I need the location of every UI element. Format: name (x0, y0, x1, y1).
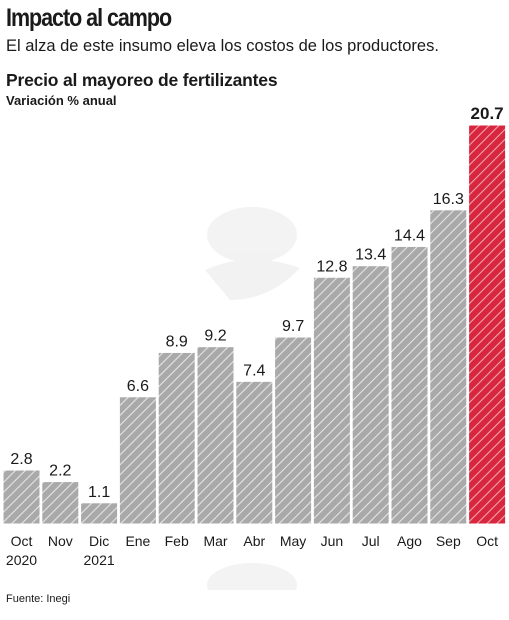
bar-12 (468, 124, 507, 525)
x-tick-label-0: Oct (11, 533, 33, 549)
value-label-4: 8.9 (166, 333, 188, 350)
x-year-label-0: 2020 (6, 552, 37, 568)
page-subtitle: El alza de este insumo eleva los costos … (6, 37, 439, 55)
x-tick-label-2: Dic (89, 533, 109, 549)
value-label-11: 16.3 (433, 191, 464, 208)
x-tick-label-9: Jul (362, 533, 380, 549)
value-label-9: 13.4 (355, 247, 386, 264)
bar-4 (157, 351, 196, 525)
value-label-3: 6.6 (127, 378, 149, 395)
value-label-6: 7.4 (243, 362, 265, 379)
x-tick-label-7: May (280, 533, 306, 549)
chart-title: Precio al mayoreo de fertilizantes (6, 70, 278, 90)
bar-6 (235, 380, 274, 525)
value-label-2: 1.1 (88, 484, 110, 501)
x-tick-label-10: Ago (397, 533, 422, 549)
bar-0 (2, 469, 41, 525)
bar-1 (41, 481, 80, 525)
bar-chart: 2.8 2.2 1.1 6.6 8.9 9.2 7.4 9.7 12.8 13.4 14.4 16.3… (2, 104, 507, 590)
bar-3 (118, 396, 157, 525)
value-label-12: 20.7 (471, 104, 504, 123)
value-label-0: 2.8 (10, 451, 32, 468)
value-label-10: 14.4 (394, 227, 425, 244)
x-tick-label-12: Oct (476, 533, 498, 549)
x-tick-label-8: Jun (321, 533, 344, 549)
bar-5 (196, 346, 235, 525)
bar-11 (429, 209, 468, 525)
source-note: Fuente: Inegi (6, 593, 71, 605)
bar-2 (80, 502, 119, 525)
value-label-1: 2.2 (49, 463, 71, 480)
value-label-7: 9.7 (282, 318, 304, 335)
y-axis-label: Variación % anual (6, 93, 117, 108)
x-tick-label-1: Nov (48, 533, 73, 549)
x-tick-label-5: Mar (203, 533, 227, 549)
bar-8 (312, 276, 351, 525)
x-tick-label-11: Sep (436, 533, 461, 549)
watermark-eagle-icon (205, 207, 300, 590)
x-tick-label-6: Abr (243, 533, 265, 549)
value-label-8: 12.8 (316, 258, 347, 275)
bar-9 (351, 265, 390, 525)
value-label-5: 9.2 (204, 328, 226, 345)
bar-7 (274, 336, 313, 525)
x-tick-label-3: Ene (125, 533, 150, 549)
x-tick-label-4: Feb (165, 533, 189, 549)
x-year-label-2: 2021 (84, 552, 115, 568)
bar-10 (390, 245, 429, 525)
page-title: Impacto al campo (6, 4, 172, 32)
